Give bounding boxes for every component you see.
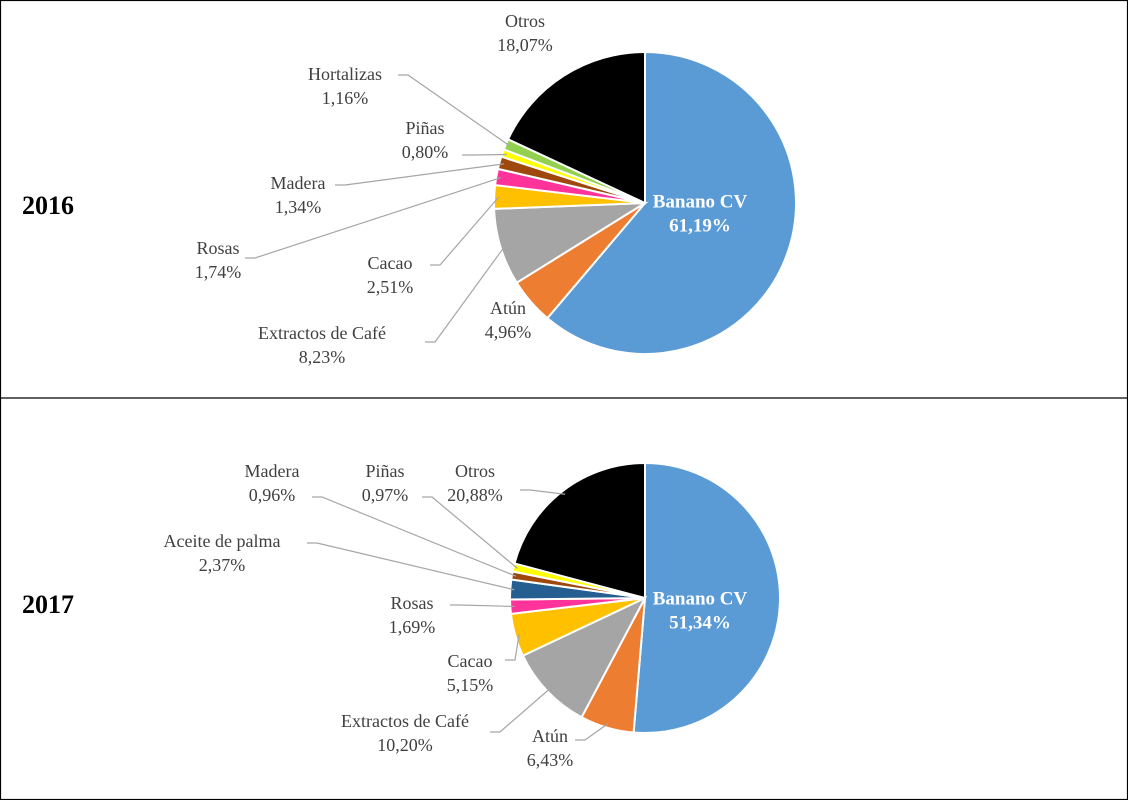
slice-label-value: 0,97%	[362, 485, 409, 505]
pie-slice	[632, 461, 781, 734]
slice-label-value: 1,16%	[322, 88, 369, 108]
slice-label-name: Madera	[271, 173, 326, 193]
leader-line	[490, 687, 551, 733]
row-title: 2017	[22, 590, 74, 619]
slice-label-name: Rosas	[196, 238, 239, 258]
slice-label-value: 2,37%	[199, 555, 246, 575]
slice-label-value: 0,80%	[402, 142, 449, 162]
slice-label-value: 6,43%	[527, 750, 574, 770]
leader-line	[422, 496, 518, 569]
slice-label-name: Extractos de Café	[341, 711, 469, 731]
slice-label-name: Madera	[245, 461, 300, 481]
slice-label-value: 1,74%	[195, 262, 242, 282]
leader-line	[520, 489, 566, 495]
leader-line	[430, 196, 500, 266]
pie-slice	[545, 50, 797, 355]
slice-label-value: 2,51%	[367, 277, 414, 297]
slice-label-name: Hortalizas	[308, 64, 382, 84]
leader-line	[335, 163, 504, 186]
slice-label-name: Otros	[505, 11, 545, 31]
slice-label-value: 8,23%	[299, 347, 346, 367]
leader-line	[245, 177, 501, 259]
leader-line	[398, 74, 511, 147]
slice-label-value: 51,34%	[669, 612, 731, 633]
slice-label-name: Banano CV	[653, 588, 748, 609]
slice-label-value: 1,34%	[275, 197, 322, 217]
row-title: 2016	[22, 191, 74, 220]
slice-label-name: Banano CV	[653, 191, 748, 212]
leader-line	[450, 604, 515, 608]
slice-label-name: Atún	[490, 298, 526, 318]
leader-line	[575, 723, 609, 741]
leader-line	[307, 542, 515, 591]
slice-label-name: Aceite de palma	[164, 531, 281, 551]
slice-label-value: 18,07%	[497, 35, 553, 55]
slice-label-name: Otros	[455, 461, 495, 481]
pie-slice	[506, 50, 646, 205]
slice-label-name: Cacao	[448, 651, 493, 671]
slice-label-value: 10,20%	[377, 735, 433, 755]
slice-label-value: 20,88%	[447, 485, 503, 505]
slice-label-value: 1,69%	[389, 617, 436, 637]
slice-label-name: Cacao	[368, 253, 413, 273]
slice-label-name: Atún	[532, 726, 568, 746]
leader-line	[425, 245, 506, 343]
slice-label-value: 5,15%	[447, 675, 494, 695]
slice-label-name: Rosas	[390, 593, 433, 613]
slice-label-name: Extractos de Café	[258, 323, 386, 343]
leader-line	[312, 496, 517, 577]
slice-label-value: 4,96%	[485, 322, 532, 342]
slice-label-name: Piñas	[405, 118, 444, 138]
leader-line	[505, 634, 520, 661]
slice-label-name: Piñas	[365, 461, 404, 481]
slice-label-value: 0,96%	[249, 485, 296, 505]
pie-slice	[513, 461, 646, 600]
slice-label-value: 61,19%	[669, 215, 731, 236]
